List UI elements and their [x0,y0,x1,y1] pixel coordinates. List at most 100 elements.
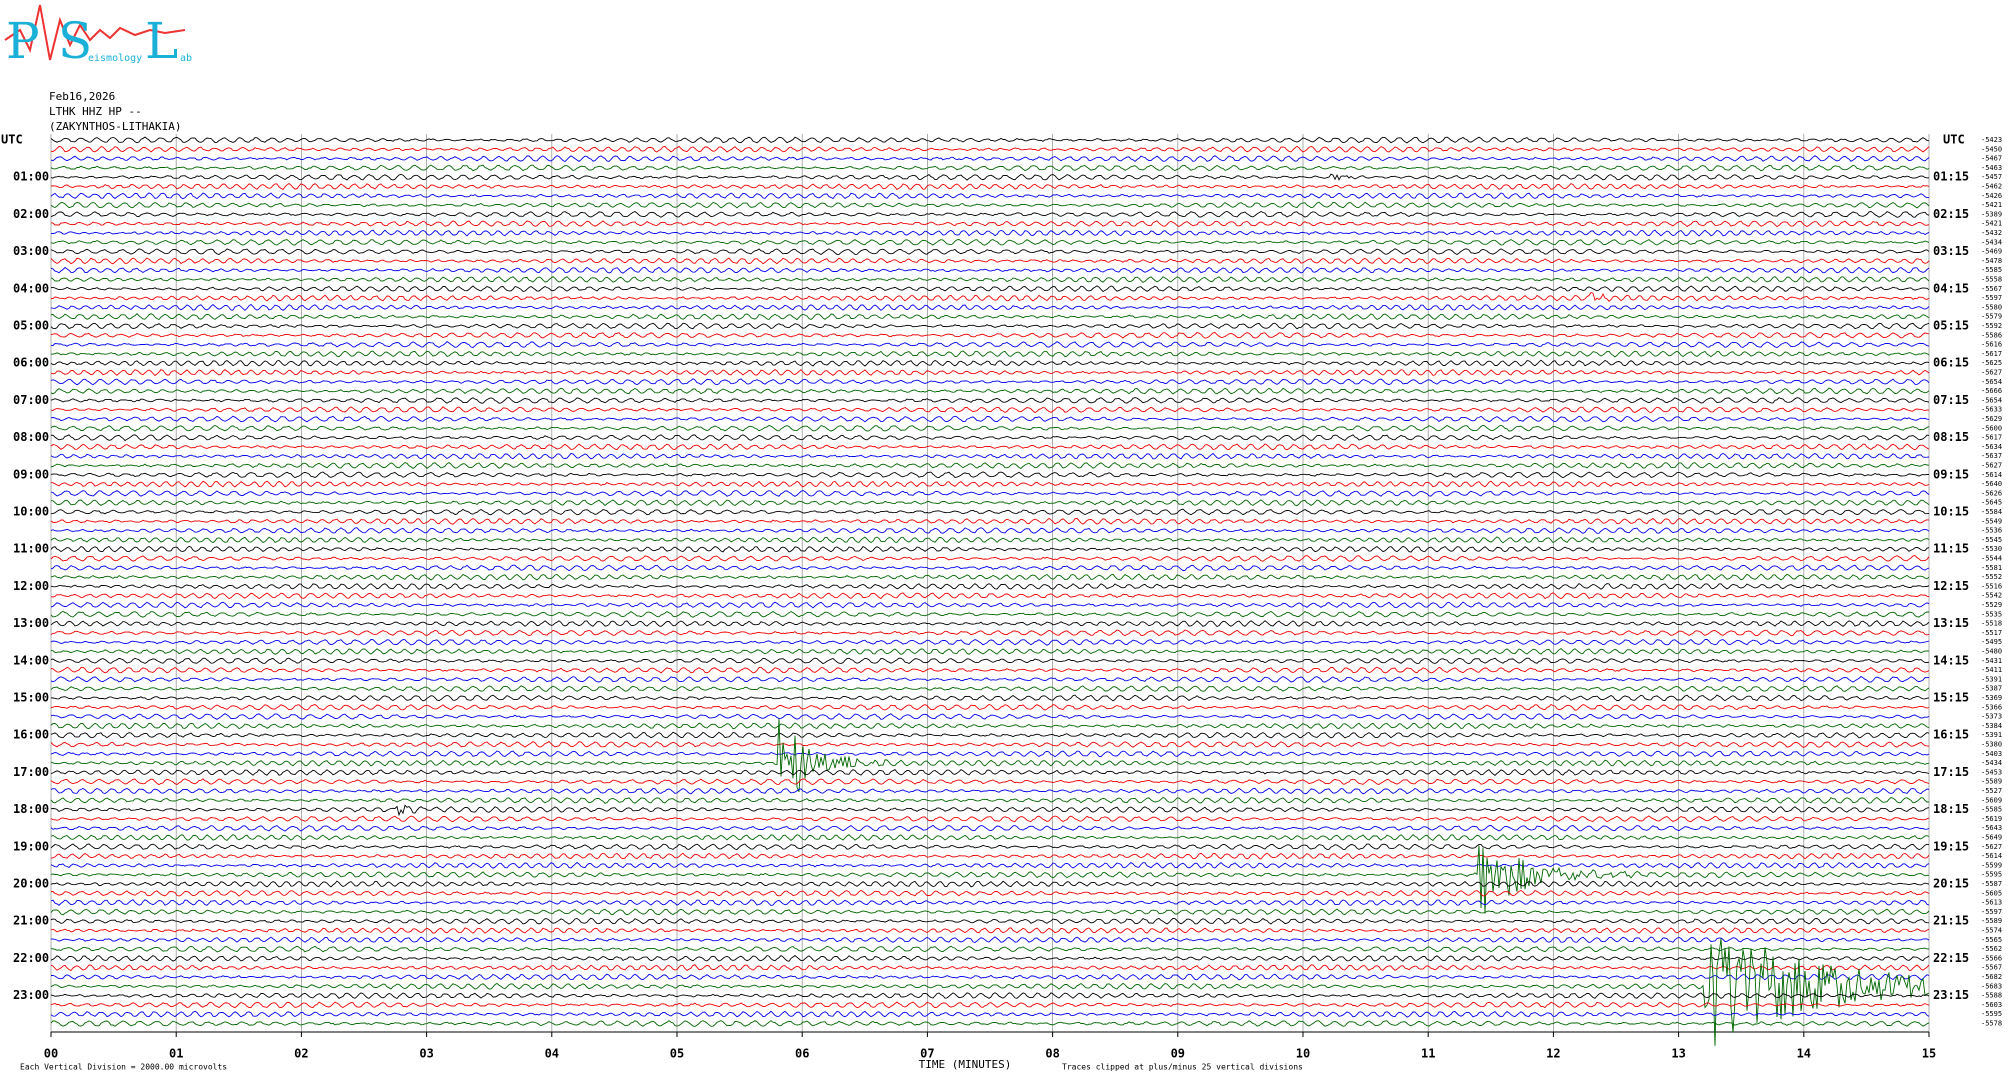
left-time-label: 05:00 [13,319,49,333]
trace-offset: -5643 [1981,824,2002,832]
right-time-label: 01:15 [1933,170,1969,184]
trace [50,573,1930,581]
right-time-label: 17:15 [1933,765,1969,779]
x-tick-label: 08 [1045,1047,1059,1061]
trace-offset: -5627 [1981,369,2002,377]
trace [50,331,1930,339]
trace [50,750,1930,758]
trace [50,322,1930,330]
trace [50,397,1930,404]
trace-offset: -5614 [1981,471,2002,479]
right-time-label: 10:15 [1933,505,1969,519]
trace [50,173,1930,181]
trace-offset: -5384 [1981,722,2002,730]
trace-offset: -5654 [1981,396,2002,404]
trace [50,266,1930,274]
x-tick-label: 07 [920,1047,934,1061]
trace [50,833,1930,841]
right-time-label: 11:15 [1933,542,1969,556]
right-time-label: 20:15 [1933,877,1969,891]
right-time-label: 23:15 [1933,988,1969,1002]
trace-offset: -5431 [1981,657,2002,665]
left-time-label: 18:00 [13,802,49,816]
trace [50,145,1930,153]
trace [50,536,1930,544]
trace-offset: -5617 [1981,434,2002,442]
trace [50,629,1930,637]
x-tick-label: 04 [545,1047,559,1061]
trace-offset: -5527 [1981,787,2002,795]
right-time-label: 16:15 [1933,728,1969,742]
trace-offset: -5423 [1981,136,2002,144]
x-tick-label: 13 [1671,1047,1685,1061]
trace [50,804,1930,817]
right-time-label: 08:15 [1933,430,1969,444]
trace-offset: -5654 [1981,378,2002,386]
trace-offset: -5535 [1981,610,2002,618]
trace-offset: -5682 [1981,973,2002,981]
trace-offset: -5450 [1981,145,2002,153]
trace-offset: -5542 [1981,592,2002,600]
trace [50,462,1930,469]
x-tick-label: 05 [670,1047,684,1061]
trace [50,601,1930,609]
trace-offset: -5530 [1981,545,2002,553]
trace-offset: -5589 [1981,778,2002,786]
logo: P S L eismology ab [4,4,192,70]
trace [50,657,1930,665]
trace-offset: -5562 [1981,945,2002,953]
trace [50,703,1930,711]
left-time-label: 07:00 [13,393,49,407]
trace-offset: -5599 [1981,861,2002,869]
trace-offset: -5589 [1981,917,2002,925]
trace-offset: -5597 [1981,294,2002,302]
trace-offset: -5462 [1981,183,2002,191]
trace-offset: -5545 [1981,536,2002,544]
trace [50,291,1930,302]
right-time-label: 14:15 [1933,653,1969,667]
trace-offset: -5529 [1981,601,2002,609]
trace-offset: -5467 [1981,155,2002,163]
trace-offset: -5625 [1981,359,2002,367]
trace [50,718,1930,792]
trace-offset: -5578 [1981,1020,2002,1028]
trace [50,359,1930,367]
trace-offset: -5666 [1981,387,2002,395]
trace-offset: -5629 [1981,415,2002,423]
trace-offset: -5552 [1981,573,2002,581]
trace [50,938,1930,1046]
trace-offset: -5627 [1981,462,2002,470]
trace [50,136,1930,144]
trace-offset: -5517 [1981,629,2002,637]
right-time-label: 04:15 [1933,281,1969,295]
trace-offset: -5574 [1981,927,2002,935]
trace [50,368,1930,377]
trace [50,434,1930,442]
trace [50,471,1929,479]
trace [50,824,1930,832]
left-time-label: 19:00 [13,839,49,853]
trace [50,1010,1930,1018]
trace [50,350,1930,358]
trace-offset: -5567 [1981,285,2002,293]
trace [50,778,1930,786]
trace-offset: -5478 [1981,257,2002,265]
trace-offset: -5426 [1981,192,2002,200]
trace [50,861,1930,869]
left-time-label: 08:00 [13,430,49,444]
x-tick-label: 15 [1922,1047,1936,1061]
left-time-label: 20:00 [13,877,49,891]
trace-offset: -5587 [1981,880,2002,888]
trace [50,564,1930,572]
right-time-label: 22:15 [1933,951,1969,965]
right-time-label: 12:15 [1933,579,1969,593]
trace-offset: -5380 [1981,741,2002,749]
trace [50,964,1930,972]
trace [50,313,1930,321]
left-time-label: 21:00 [13,914,49,928]
right-time-label: 09:15 [1933,467,1969,481]
trace-offset: -5580 [1981,303,2002,311]
trace [50,731,1930,739]
trace [50,899,1930,906]
